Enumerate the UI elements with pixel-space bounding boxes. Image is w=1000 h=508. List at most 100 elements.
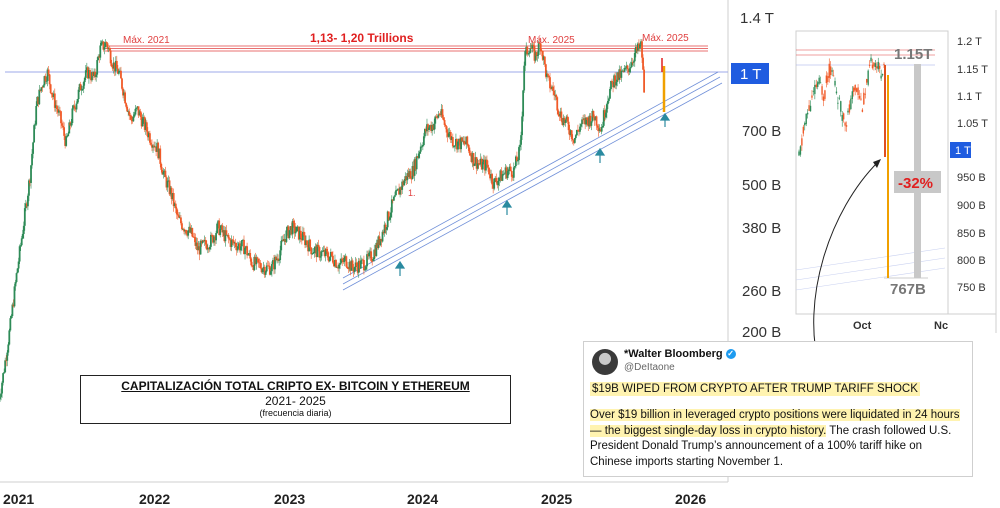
candle-body (496, 182, 499, 186)
candle-body (563, 117, 566, 123)
annotation-max-2021: Máx. 2021 (123, 35, 170, 46)
candle-body (225, 230, 228, 235)
inset-candle-body (829, 66, 832, 76)
tweet-handle[interactable]: @DeItaone (624, 362, 675, 373)
inset-drop-label: -32% (898, 175, 933, 192)
candle-body (300, 237, 303, 241)
candle-body (211, 234, 213, 236)
tweet-body: Over $19 billion in leveraged crypto pos… (590, 408, 966, 470)
candle-body (241, 240, 243, 247)
candle-body (207, 248, 210, 250)
candle-body (447, 133, 450, 137)
candle-body (552, 86, 555, 91)
candle-body (444, 124, 447, 127)
candle-body (75, 103, 78, 110)
candle-body (48, 74, 51, 85)
candle-body (468, 147, 471, 154)
inset-y-tick: 1.05 T (957, 118, 988, 130)
candle-body (16, 268, 19, 274)
candle-body (500, 170, 503, 181)
inset-candle-body (876, 66, 878, 69)
candle-body (466, 136, 469, 145)
candle-body (337, 267, 339, 269)
candle-body (448, 132, 451, 134)
candle-body (318, 246, 321, 258)
candle-body (536, 54, 539, 56)
candle-body (559, 111, 562, 117)
avatar[interactable] (592, 349, 618, 375)
candle-body (540, 50, 543, 52)
candle-body (32, 142, 34, 154)
inset-y-tick-highlight (950, 142, 971, 158)
candle-body (218, 220, 221, 235)
candle-body (220, 225, 223, 229)
inset-candle-body (855, 88, 858, 92)
candle-body (309, 239, 312, 248)
tweet-author-name[interactable]: *Walter Bloomberg (624, 348, 723, 360)
candle-body (281, 239, 284, 241)
inset-candle-body (811, 95, 813, 98)
candle-body (607, 100, 609, 105)
candle-body (297, 226, 300, 240)
candle-body (329, 251, 332, 257)
candle-body (93, 71, 95, 77)
inset-y-tick: 950 B (957, 172, 986, 184)
candle-body (157, 142, 160, 159)
candle-body (533, 46, 536, 61)
candle-body (167, 180, 170, 182)
verified-icon: ✓ (725, 349, 736, 360)
inset-y-tick: 800 B (957, 255, 986, 267)
candle-body (357, 260, 360, 273)
candle-body (389, 212, 392, 218)
inset-candle-body (881, 73, 884, 76)
candle-body (587, 120, 590, 127)
candle-body (490, 174, 492, 179)
candle-body (269, 271, 272, 275)
candle-body (44, 76, 47, 82)
candle-body (525, 46, 528, 52)
y-tick-label: 260 B (742, 283, 781, 300)
candle-body (419, 146, 422, 152)
candle-body (560, 111, 563, 122)
candle-body (430, 125, 433, 132)
inset-candle-body (853, 87, 855, 92)
candle-body (73, 105, 76, 108)
candle-body (232, 240, 235, 244)
inset-candle-body (850, 98, 852, 110)
inset-candle-body (814, 84, 816, 95)
tweet-card[interactable]: *Walter Bloomberg ✓ @DeItaone $19B WIPED … (583, 341, 973, 477)
candle-body (585, 117, 588, 125)
candle-body (429, 125, 431, 128)
candle-body (22, 225, 25, 234)
candle-body (377, 236, 380, 248)
candle-body (445, 126, 448, 133)
candle-body (246, 246, 248, 256)
candle-body (625, 65, 628, 68)
candle-body (152, 145, 154, 148)
candle-body (386, 211, 389, 228)
candle-body (254, 256, 257, 265)
candle-body (204, 239, 207, 245)
candle-body (192, 236, 195, 238)
candle-body (131, 119, 134, 122)
candle-body (292, 220, 295, 223)
candle-body (636, 43, 639, 51)
candle-body (572, 140, 575, 143)
candle-body (199, 240, 202, 255)
candle-body (633, 52, 636, 62)
tweet-author[interactable]: *Walter Bloomberg ✓ (624, 348, 736, 360)
tweet-headline: $19B WIPED FROM CRYPTO AFTER TRUMP TARIF… (590, 382, 920, 396)
inset-candle-body (847, 110, 849, 113)
candle-body (413, 159, 416, 176)
candle-body (14, 282, 17, 287)
candle-body (497, 180, 500, 186)
candle-body (613, 75, 616, 88)
x-tick-label: 2022 (139, 491, 170, 507)
candle-body (38, 89, 41, 105)
candle-body (638, 43, 640, 49)
candle-body (71, 108, 74, 124)
candle-body (256, 257, 259, 259)
candle-body (306, 240, 308, 245)
candle-body (141, 118, 144, 127)
candle-body (571, 138, 574, 141)
